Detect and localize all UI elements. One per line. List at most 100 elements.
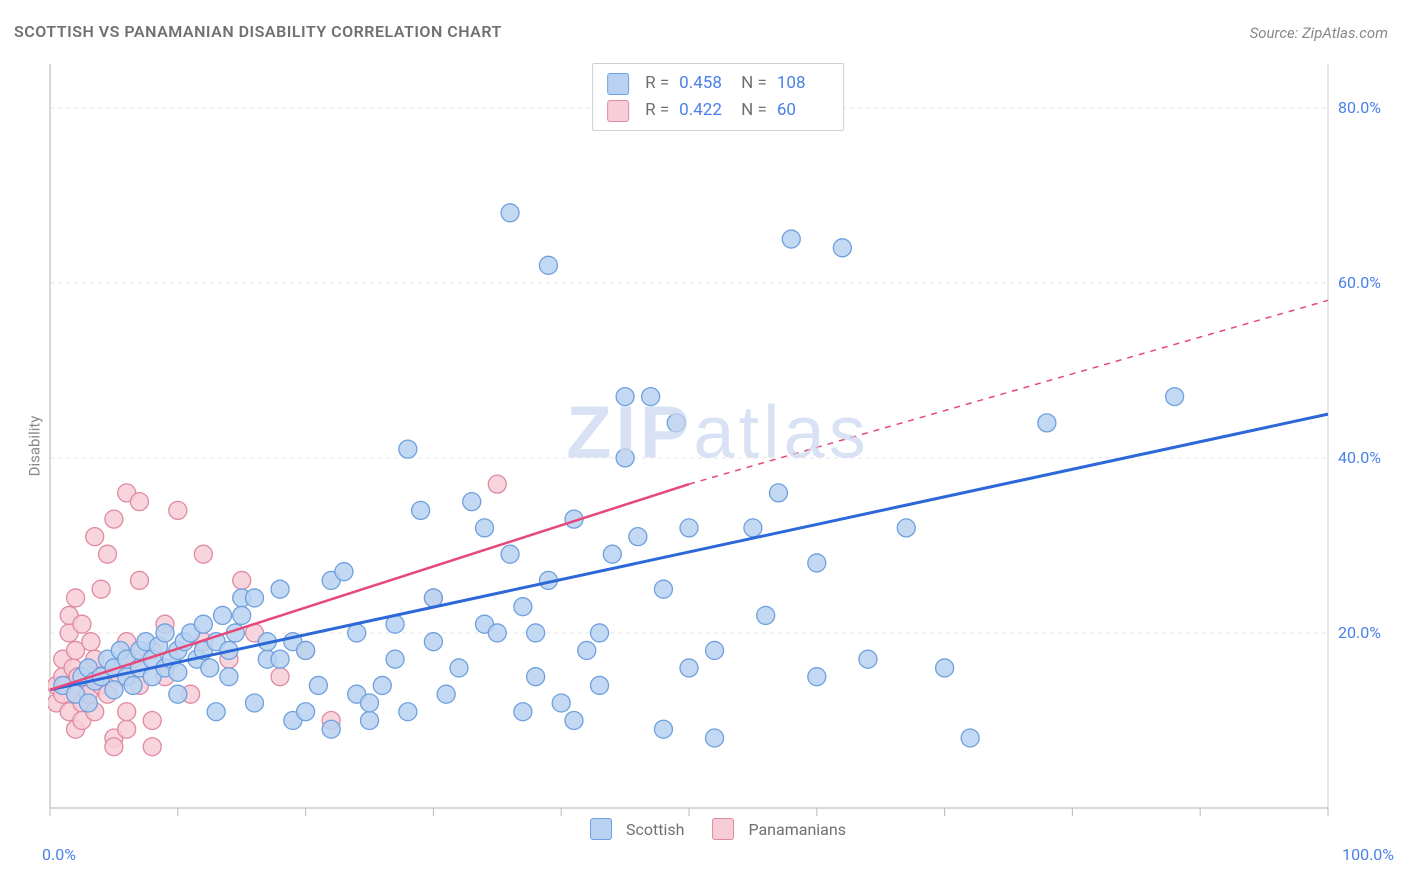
- legend-swatch: [607, 73, 629, 95]
- scatter-point: [897, 519, 915, 537]
- scatter-point: [578, 641, 596, 659]
- scatter-point: [514, 598, 532, 616]
- scatter-point: [233, 606, 251, 624]
- scatter-point: [808, 668, 826, 686]
- scatter-point: [92, 580, 110, 598]
- scatter-point: [67, 589, 85, 607]
- scatter-point: [527, 624, 545, 642]
- scatter-point: [833, 239, 851, 257]
- y-tick-label: 80.0%: [1338, 98, 1381, 117]
- scatter-point: [271, 668, 289, 686]
- scatter-point: [488, 475, 506, 493]
- chart-title: SCOTTISH VS PANAMANIAN DISABILITY CORREL…: [14, 22, 502, 41]
- scatter-point: [297, 703, 315, 721]
- scatter-point: [744, 519, 762, 537]
- n-value: 60: [777, 97, 829, 124]
- x-axis-max-label: 100.0%: [1342, 845, 1394, 864]
- scatter-point: [201, 659, 219, 677]
- trendline-scottish: [50, 414, 1328, 690]
- scatter-point: [233, 571, 251, 589]
- scatter-point: [961, 729, 979, 747]
- scatter-point: [463, 493, 481, 511]
- scatter-point: [245, 694, 263, 712]
- scatter-point: [757, 606, 775, 624]
- scatter-point: [156, 624, 174, 642]
- scatter-point: [514, 703, 532, 721]
- scatter-point: [169, 685, 187, 703]
- scatter-point: [859, 650, 877, 668]
- legend-swatch: [712, 818, 734, 840]
- scatter-point: [143, 711, 161, 729]
- scatter-point: [169, 501, 187, 519]
- scatter-point: [220, 668, 238, 686]
- scatter-point: [214, 606, 232, 624]
- scatter-point: [616, 388, 634, 406]
- scatter-point: [412, 501, 430, 519]
- n-label: N =: [741, 97, 767, 124]
- scatter-point: [654, 580, 672, 598]
- scatter-point: [654, 720, 672, 738]
- legend-row: R =0.458N =108: [607, 70, 829, 97]
- scatter-point: [501, 204, 519, 222]
- legend-swatch: [607, 100, 629, 122]
- scatter-point: [552, 694, 570, 712]
- scatter-point: [105, 738, 123, 756]
- y-tick-label: 20.0%: [1338, 623, 1381, 642]
- scatter-point: [194, 545, 212, 563]
- correlation-legend: R =0.458N =108R = 0.422 N = 60: [592, 63, 844, 131]
- scatter-point: [565, 711, 583, 729]
- r-value: 0.422: [679, 97, 731, 124]
- scatter-point: [769, 484, 787, 502]
- scatter-point: [130, 493, 148, 511]
- scatter-point: [73, 615, 91, 633]
- scatter-point: [527, 668, 545, 686]
- legend-label: Panamanians: [748, 820, 846, 839]
- r-label: R =: [645, 70, 669, 97]
- scatter-point: [245, 589, 263, 607]
- scatter-point: [373, 676, 391, 694]
- scatter-point: [603, 545, 621, 563]
- scatter-point: [476, 519, 494, 537]
- legend-item: Scottish: [590, 818, 684, 840]
- scatter-point: [143, 738, 161, 756]
- legend-label: Scottish: [626, 820, 684, 839]
- y-axis-label: Disability: [25, 416, 43, 477]
- scatter-point: [501, 545, 519, 563]
- series-legend: Scottish Panamanians: [590, 818, 846, 840]
- scatter-point: [399, 703, 417, 721]
- scatter-point: [488, 624, 506, 642]
- scatter-point: [335, 563, 353, 581]
- scatter-point: [629, 528, 647, 546]
- scatter-point: [616, 449, 634, 467]
- y-tick-label: 60.0%: [1338, 273, 1381, 292]
- scatter-point: [399, 440, 417, 458]
- legend-row: R = 0.422 N = 60: [607, 97, 829, 124]
- trendline-panamanians-dashed: [689, 300, 1328, 484]
- scatter-point: [194, 615, 212, 633]
- scatter-point: [361, 694, 379, 712]
- scatter-point: [348, 624, 366, 642]
- scatter-point: [322, 720, 340, 738]
- scatter-point: [99, 545, 117, 563]
- scatter-point: [309, 676, 327, 694]
- legend-item: Panamanians: [712, 818, 846, 840]
- scatter-point: [782, 230, 800, 248]
- scatter-point: [706, 641, 724, 659]
- scatter-point: [271, 650, 289, 668]
- r-label: R =: [645, 97, 669, 124]
- x-axis-min-label: 0.0%: [42, 845, 76, 864]
- scatter-point: [1038, 414, 1056, 432]
- scatter-point: [207, 703, 225, 721]
- scatter-point: [591, 624, 609, 642]
- y-tick-label: 40.0%: [1338, 448, 1381, 467]
- plot-area: 20.0%40.0%60.0%80.0% ZIPatlas R =0.458N …: [48, 58, 1388, 838]
- scatter-point: [424, 633, 442, 651]
- scatter-point: [680, 659, 698, 677]
- scatter-point: [936, 659, 954, 677]
- n-value: 108: [777, 70, 829, 97]
- chart-container: { "title": "SCOTTISH VS PANAMANIAN DISAB…: [0, 0, 1406, 892]
- scatter-point: [437, 685, 455, 703]
- scatter-point: [808, 554, 826, 572]
- legend-swatch: [590, 818, 612, 840]
- scatter-point: [667, 414, 685, 432]
